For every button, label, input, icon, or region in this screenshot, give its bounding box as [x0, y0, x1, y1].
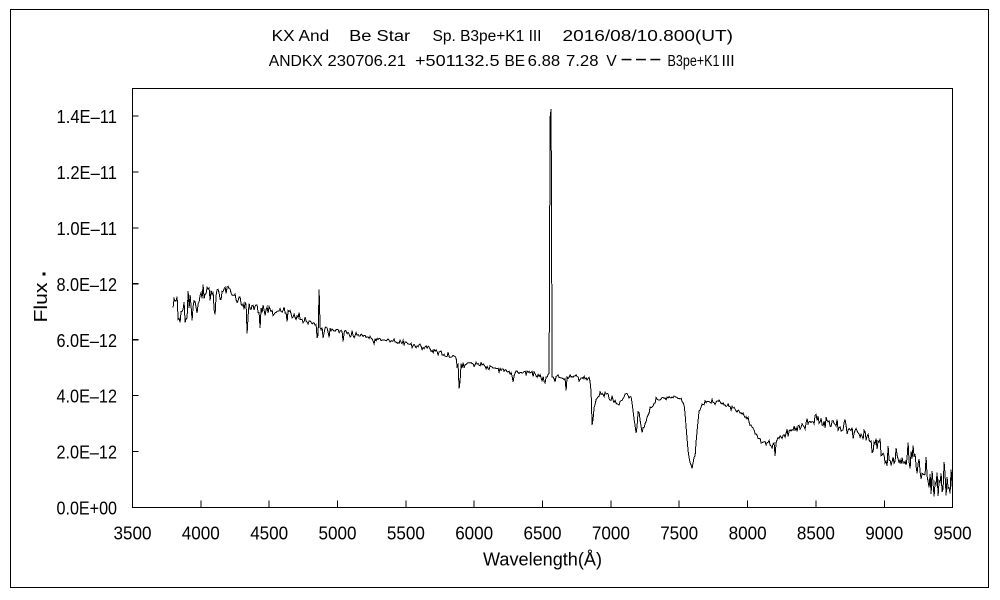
svg-text:7500: 7500: [660, 524, 698, 544]
svg-text:1.2E–11: 1.2E–11: [57, 163, 118, 183]
svg-text:3500: 3500: [114, 524, 152, 544]
svg-text:+501132.5: +501132.5: [415, 53, 500, 70]
svg-text:6500: 6500: [524, 524, 562, 544]
svg-text:2.0E–12: 2.0E–12: [57, 443, 118, 463]
svg-text:5500: 5500: [387, 524, 425, 544]
svg-text:4.0E–12: 4.0E–12: [57, 387, 118, 407]
svg-text:0.0E+00: 0.0E+00: [57, 499, 118, 519]
svg-text:Flux: Flux: [31, 283, 51, 323]
svg-text:4000: 4000: [182, 524, 220, 544]
svg-text:V: V: [606, 53, 617, 70]
svg-text:KX And: KX And: [272, 28, 330, 45]
svg-text:8000: 8000: [729, 524, 767, 544]
svg-text:8500: 8500: [797, 524, 835, 544]
svg-text:1.0E–11: 1.0E–11: [57, 219, 118, 239]
svg-text:ANDKX: ANDKX: [269, 53, 324, 70]
svg-text:6.0E–12: 6.0E–12: [57, 331, 118, 351]
svg-text:III: III: [722, 53, 735, 70]
svg-text:8.0E–12: 8.0E–12: [57, 275, 118, 295]
svg-text:4500: 4500: [250, 524, 288, 544]
svg-text:B3pe+K1: B3pe+K1: [668, 53, 720, 70]
svg-text:Sp. B3pe+K1 III: Sp. B3pe+K1 III: [433, 28, 542, 45]
svg-text:7000: 7000: [592, 524, 630, 544]
svg-text:9000: 9000: [865, 524, 903, 544]
svg-text:2016/08/10.800(UT): 2016/08/10.800(UT): [563, 28, 734, 45]
svg-text:BE: BE: [505, 53, 526, 70]
svg-text:5000: 5000: [319, 524, 357, 544]
svg-text:6000: 6000: [455, 524, 493, 544]
svg-text:Be Star: Be Star: [349, 28, 410, 45]
svg-text:Wavelength(Å): Wavelength(Å): [483, 550, 602, 570]
svg-text:6.88: 6.88: [528, 53, 561, 70]
svg-text:9500: 9500: [934, 524, 972, 544]
svg-text:7.28: 7.28: [566, 53, 599, 70]
svg-text:230706.21: 230706.21: [328, 53, 407, 70]
svg-text:1.4E–11: 1.4E–11: [57, 107, 118, 127]
